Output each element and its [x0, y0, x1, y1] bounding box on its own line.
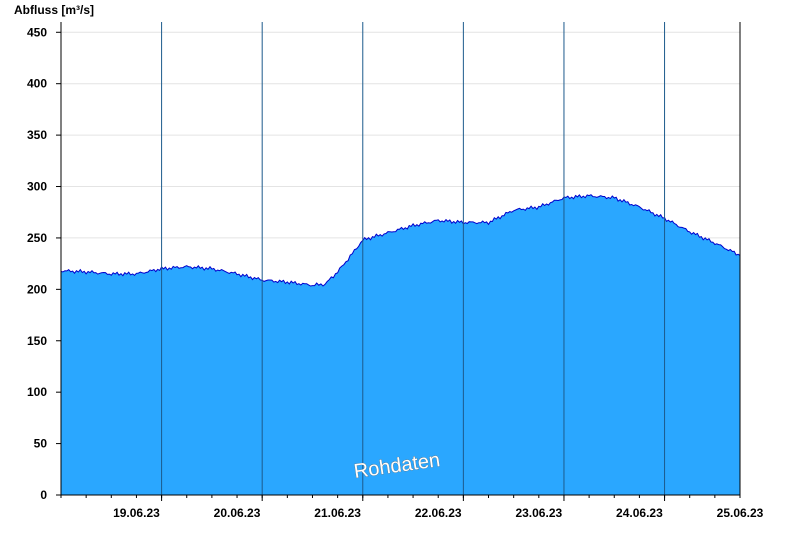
x-tick-label: 19.06.23	[113, 506, 160, 520]
y-tick-label: 0	[40, 488, 47, 502]
y-axis-ticks: 0 50 100 150 200 250 300 350 400 450	[27, 25, 61, 502]
y-tick-label: 250	[27, 231, 47, 245]
discharge-area	[60, 194, 741, 495]
y-tick-label: 200	[27, 282, 47, 296]
axes	[60, 22, 741, 496]
discharge-fill	[61, 194, 740, 495]
x-tick-label: 21.06.23	[314, 506, 361, 520]
y-axis-label: Abfluss [m³/s]	[14, 3, 94, 17]
y-tick-label: 350	[27, 128, 47, 142]
y-tick-label: 150	[27, 334, 47, 348]
day-separators	[161, 22, 666, 495]
y-tick-label: 400	[27, 77, 47, 91]
y-tick-label: 450	[27, 25, 47, 39]
x-tick-label: 25.06.23	[717, 506, 764, 520]
y-tick-label: 300	[27, 180, 47, 194]
y-tick-label: 100	[27, 385, 47, 399]
x-tick-label: 23.06.23	[515, 506, 562, 520]
x-axis-ticks: 19.06.23 20.06.23 21.06.23 22.06.23 23.06.23…	[60, 495, 764, 520]
discharge-line	[60, 194, 741, 287]
x-tick-label: 22.06.23	[415, 506, 462, 520]
y-tick-label: 50	[34, 437, 48, 451]
x-tick-label: 20.06.23	[214, 506, 261, 520]
x-tick-label: 24.06.23	[616, 506, 663, 520]
